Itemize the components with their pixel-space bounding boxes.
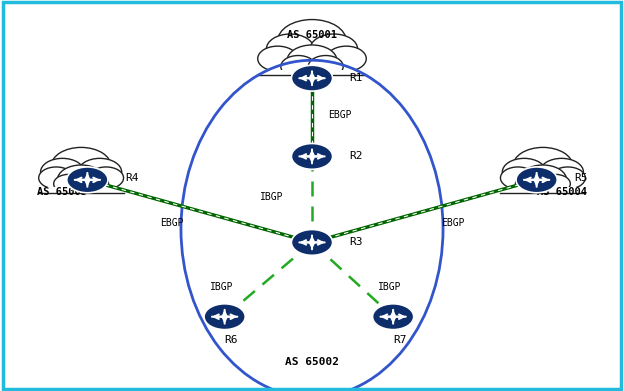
Circle shape <box>519 165 567 195</box>
Circle shape <box>500 167 535 189</box>
Circle shape <box>78 158 122 186</box>
Text: IBGP: IBGP <box>260 192 283 203</box>
Circle shape <box>89 167 124 189</box>
Circle shape <box>373 304 414 330</box>
Circle shape <box>550 167 585 189</box>
Text: AS 65002: AS 65002 <box>285 357 339 367</box>
FancyBboxPatch shape <box>39 187 124 197</box>
Circle shape <box>281 56 316 77</box>
Text: R2: R2 <box>349 151 363 161</box>
Circle shape <box>266 34 314 64</box>
Circle shape <box>326 46 366 71</box>
Text: R5: R5 <box>574 173 588 183</box>
Circle shape <box>51 147 111 185</box>
Circle shape <box>278 20 346 63</box>
Text: EBGP: EBGP <box>441 218 464 228</box>
Circle shape <box>67 167 108 193</box>
Circle shape <box>513 147 573 185</box>
Text: R4: R4 <box>125 173 139 183</box>
Text: AS 65003: AS 65003 <box>37 187 87 197</box>
Text: AS 65004: AS 65004 <box>537 187 587 197</box>
Circle shape <box>41 158 84 186</box>
Text: R6: R6 <box>225 335 238 345</box>
Text: R1: R1 <box>349 73 363 83</box>
Circle shape <box>54 174 84 193</box>
Circle shape <box>258 46 298 71</box>
Circle shape <box>308 56 343 77</box>
Circle shape <box>515 174 545 193</box>
Text: IBGP: IBGP <box>210 282 233 292</box>
Text: EBGP: EBGP <box>328 110 352 120</box>
Circle shape <box>540 158 583 186</box>
Circle shape <box>516 167 557 193</box>
Text: IBGP: IBGP <box>378 282 402 292</box>
Circle shape <box>291 65 333 91</box>
FancyBboxPatch shape <box>500 187 585 197</box>
Circle shape <box>540 174 570 193</box>
Circle shape <box>204 304 245 330</box>
FancyBboxPatch shape <box>258 70 366 79</box>
Circle shape <box>57 165 105 195</box>
Circle shape <box>291 143 333 169</box>
Text: AS 65001: AS 65001 <box>287 30 337 40</box>
Circle shape <box>291 230 333 255</box>
Circle shape <box>39 167 74 189</box>
Circle shape <box>79 174 109 193</box>
Text: EBGP: EBGP <box>160 218 183 228</box>
Text: R3: R3 <box>349 237 363 248</box>
Circle shape <box>502 158 546 186</box>
Text: R7: R7 <box>393 335 407 345</box>
Circle shape <box>287 45 337 76</box>
Circle shape <box>310 34 358 64</box>
